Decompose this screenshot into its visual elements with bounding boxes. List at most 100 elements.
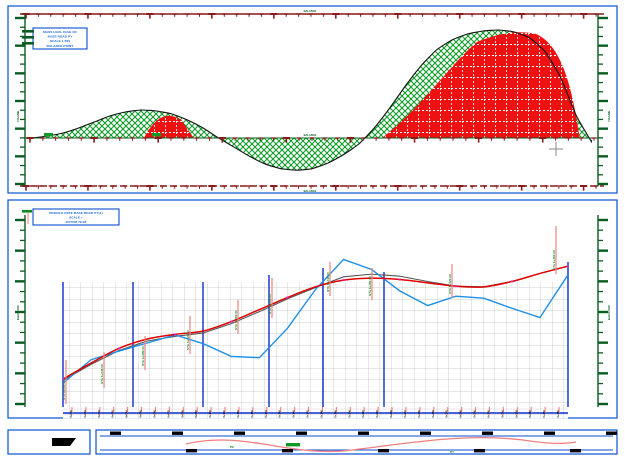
key-plan-ticks xyxy=(110,431,617,453)
mass-haul-areas xyxy=(32,29,592,171)
key-plan-pt-label: PT xyxy=(450,450,454,454)
balance-marker-left xyxy=(44,133,53,137)
station-label: STA 0+120.00 xyxy=(186,330,190,350)
station-callout: STA 0+000.00 xyxy=(62,360,67,404)
table-cell: 0+330 xyxy=(528,410,532,418)
station-callout: STA 0+160.00 xyxy=(234,300,239,334)
proposed-grade-line xyxy=(63,265,568,380)
table-cell: 0+300 xyxy=(486,410,490,418)
station-label: STA 0+360.00 xyxy=(552,250,556,270)
table-cell: 0+240 xyxy=(403,410,407,418)
fill-area xyxy=(382,32,580,139)
station-callout: STA 0+200.00 xyxy=(268,278,273,318)
mass-haul-label-line-3: SCALE 1:500 xyxy=(50,39,71,43)
station-callout: STA 0+080.00 xyxy=(141,336,146,370)
station-label: STA 0+040.00 xyxy=(100,364,104,384)
table-cell: 0+210 xyxy=(361,410,365,418)
table-cell: 0+310 xyxy=(500,410,504,418)
key-plan-mid-marker xyxy=(286,443,300,447)
table-cell: 0+050 xyxy=(139,410,143,418)
station-label: STA 0+240.00 xyxy=(326,272,330,292)
key-plan-tick xyxy=(544,431,555,435)
table-cell: 0+010 xyxy=(83,410,87,418)
label-connector-stubs xyxy=(22,30,34,45)
key-plan-tick xyxy=(570,449,581,453)
existing-ground-line xyxy=(63,258,568,384)
station-callout: STA 0+320.00 xyxy=(448,264,453,298)
profile-vertical-lines xyxy=(62,262,569,407)
station-label: STA 0+080.00 xyxy=(141,346,145,366)
profile-grid xyxy=(63,282,568,407)
profile-left-axis-label: ELEVATION xyxy=(16,305,20,320)
table-cell: 0+000 xyxy=(69,410,73,418)
mass-haul-label-line-4: BALANCE POINT xyxy=(47,44,74,48)
station-callout: STA 0+240.00 xyxy=(326,262,331,296)
key-plan-tick xyxy=(606,431,617,435)
table-cell: 0+060 xyxy=(152,410,156,418)
mass-haul-bottom-note: BALANCE xyxy=(304,189,317,193)
table-cell: 0+340 xyxy=(542,410,546,418)
mass-haul-zero-note: BALANCE xyxy=(304,133,317,137)
table-cell: 0+140 xyxy=(264,410,268,418)
key-plan-pc-label: PC xyxy=(230,445,235,449)
table-cell: 0+070 xyxy=(166,410,170,418)
table-cell: 0+230 xyxy=(389,410,393,418)
key-plan-title-box xyxy=(7,429,91,455)
station-callout: STA 0+280.00 xyxy=(368,268,373,300)
table-cell: 0+200 xyxy=(347,410,351,418)
profile-panel: ELEVATION ELEVATION STA 0+000.00 STA 0+04… xyxy=(7,199,618,419)
table-cell: 0+130 xyxy=(250,410,254,418)
key-plan-alignment-curve xyxy=(185,436,577,453)
key-plan-tick xyxy=(378,449,389,453)
table-cell: 0+170 xyxy=(306,410,310,418)
key-plan-panel: PC PT xyxy=(7,429,618,455)
station-callout: STA 0+040.00 xyxy=(100,352,105,388)
key-plan-frame xyxy=(95,429,618,455)
key-plan-north-arrow-icon xyxy=(52,438,76,446)
key-plan-tick xyxy=(186,449,197,453)
mass-haul-top-rail xyxy=(20,13,604,19)
balance-marker-mid xyxy=(152,133,161,137)
plus-marker xyxy=(549,142,563,156)
data-table: 0+000 0+010 0+020 0+030 0+040 0+050 0+060 0+070… xyxy=(63,407,568,419)
mass-haul-label-box: MASS HAUL DIAG OF BASE ROAD PY SCALE 1:5… xyxy=(32,27,88,50)
key-plan-tick xyxy=(474,449,485,453)
profile-label-line-3: DATUM 79.28 xyxy=(66,220,87,224)
table-cell: 0+020 xyxy=(97,410,101,418)
mass-haul-left-axis: VOLUME xyxy=(15,14,26,186)
profile-right-axis-label: ELEVATION xyxy=(607,305,611,320)
profile-left-axis: ELEVATION xyxy=(15,215,26,407)
profile-label-line-1: PROFILE RATE BASE ROAD PY(1) xyxy=(49,211,102,215)
table-cell: 0+260 xyxy=(431,410,435,418)
station-label: STA 0+000.00 xyxy=(62,380,66,400)
key-plan-tick xyxy=(358,431,369,435)
station-callout: STA 0+360.00 xyxy=(552,226,557,274)
mass-haul-top-note: BALANCE xyxy=(304,9,317,13)
table-cell: 0+100 xyxy=(208,410,212,418)
profile-series xyxy=(63,258,568,384)
mass-haul-frame xyxy=(7,5,618,194)
table-cell: 0+040 xyxy=(125,410,129,418)
key-plan-tick xyxy=(234,431,245,435)
table-cell: 0+080 xyxy=(180,410,184,418)
table-cell: 0+320 xyxy=(514,410,518,418)
mass-haul-label-line-1: MASS HAUL DIAG OF xyxy=(43,30,77,34)
key-plan-tick xyxy=(482,431,493,435)
station-label: STA 0+200.00 xyxy=(268,294,272,314)
table-cell: 0+220 xyxy=(375,410,379,418)
table-cell: 0+090 xyxy=(194,410,198,418)
table-cell: 0+030 xyxy=(111,410,115,418)
key-plan-tick xyxy=(296,431,307,435)
station-callout: STA 0+120.00 xyxy=(186,316,191,354)
mass-haul-curve xyxy=(32,29,592,171)
station-label: STA 0+280.00 xyxy=(368,276,372,296)
mass-haul-panel: VOLUME VOLUME BALANCE BALANCE BALANCE xyxy=(7,5,618,194)
table-cell: 0+180 xyxy=(319,410,323,418)
profile-right-axis: ELEVATION xyxy=(597,215,611,407)
key-plan-tick xyxy=(110,431,121,435)
profile-label-line-2: SCALE + xyxy=(69,216,83,220)
table-cell: 0+350 xyxy=(556,410,560,418)
mass-haul-right-axis-label: VOLUME xyxy=(607,111,611,122)
